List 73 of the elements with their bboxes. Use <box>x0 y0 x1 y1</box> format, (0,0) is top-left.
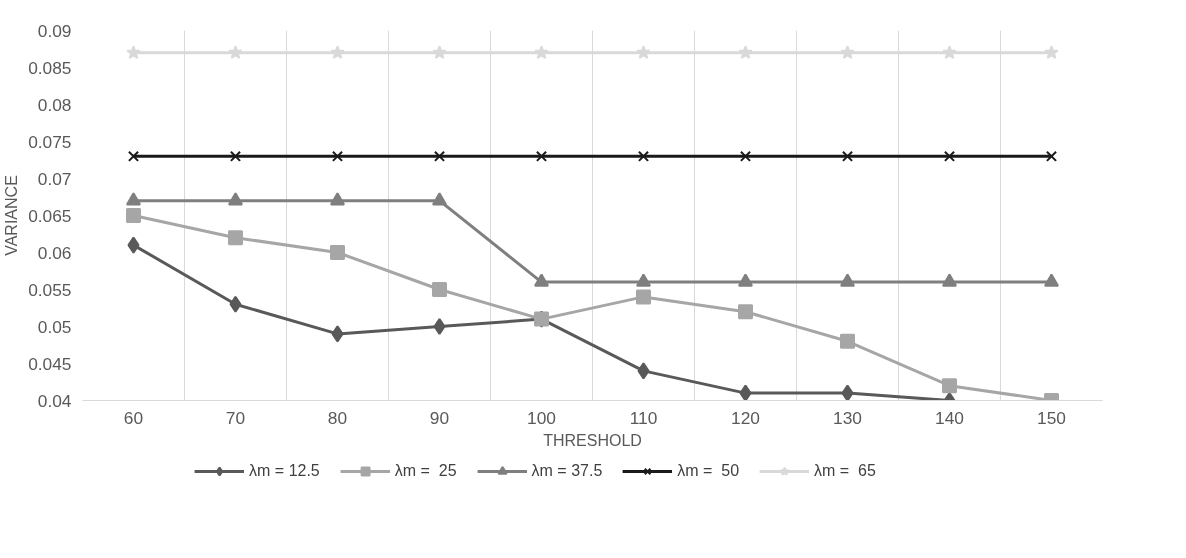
point <box>331 150 344 162</box>
x-tick-label: 80 <box>327 407 348 428</box>
y-tick-label: 0.055 <box>28 279 72 300</box>
point <box>534 273 549 287</box>
point <box>433 318 446 335</box>
point <box>738 273 753 287</box>
point <box>841 150 854 162</box>
legend-label: λm = 65 <box>814 462 876 480</box>
point <box>330 45 345 59</box>
point <box>228 230 243 246</box>
point <box>637 150 650 162</box>
x-tick-label: 140 <box>935 407 964 428</box>
point <box>739 150 752 162</box>
y-tick-label: 0.06 <box>37 242 72 263</box>
legend-label: λm = 12.5 <box>249 462 320 480</box>
legend-label: λm = 25 <box>394 462 457 480</box>
y-tick-label: 0.045 <box>28 353 72 374</box>
x-tick-label: 60 <box>123 407 144 428</box>
x-tick-label: 130 <box>833 407 862 428</box>
point <box>637 362 650 380</box>
point <box>636 289 651 305</box>
x-tick-label: 110 <box>629 407 658 428</box>
y-tick-label: 0.08 <box>37 94 72 115</box>
point <box>636 45 651 59</box>
point <box>1045 150 1058 162</box>
y-tick-label: 0.04 <box>37 390 72 411</box>
point <box>126 192 141 206</box>
legend-label: λm = 37.5 <box>531 462 603 480</box>
point <box>126 208 141 223</box>
y-tick-label: 0.085 <box>28 57 72 78</box>
point <box>738 304 753 320</box>
x-axis-title: THRESHOLD <box>543 431 642 449</box>
point <box>432 192 447 206</box>
x-tick-label: 70 <box>225 407 246 428</box>
point <box>534 45 549 59</box>
point <box>942 273 957 287</box>
point <box>942 378 957 394</box>
point <box>739 384 752 401</box>
point <box>228 45 243 59</box>
point <box>943 150 956 162</box>
point <box>330 245 345 260</box>
y-tick-label: 0.075 <box>28 131 72 152</box>
point <box>840 333 855 349</box>
point <box>228 192 243 206</box>
point <box>330 192 345 206</box>
point <box>126 45 141 59</box>
y-tick-label: 0.065 <box>28 205 72 226</box>
point <box>127 150 140 162</box>
point <box>432 45 447 59</box>
point <box>1044 45 1059 59</box>
x-tick-label: 90 <box>429 407 450 428</box>
y-axis-title: VARIANCE <box>3 175 21 256</box>
point <box>229 295 242 313</box>
point <box>636 273 651 287</box>
point <box>1044 273 1059 287</box>
point <box>840 45 855 59</box>
y-tick-label: 0.07 <box>37 168 72 189</box>
x-tick-label: 100 <box>527 407 556 428</box>
point <box>942 45 957 59</box>
x-tick-label: 150 <box>1037 407 1066 428</box>
point <box>738 45 753 59</box>
point <box>331 325 344 343</box>
point <box>535 150 548 162</box>
point <box>432 282 447 297</box>
point <box>840 273 855 287</box>
point <box>433 150 446 162</box>
y-tick-label: 0.09 <box>37 20 72 41</box>
x-tick-label: 120 <box>731 407 760 428</box>
y-tick-label: 0.05 <box>37 316 72 337</box>
point <box>841 384 854 401</box>
point <box>127 236 140 254</box>
legend-label: λm = 50 <box>677 462 740 480</box>
point <box>229 150 242 162</box>
